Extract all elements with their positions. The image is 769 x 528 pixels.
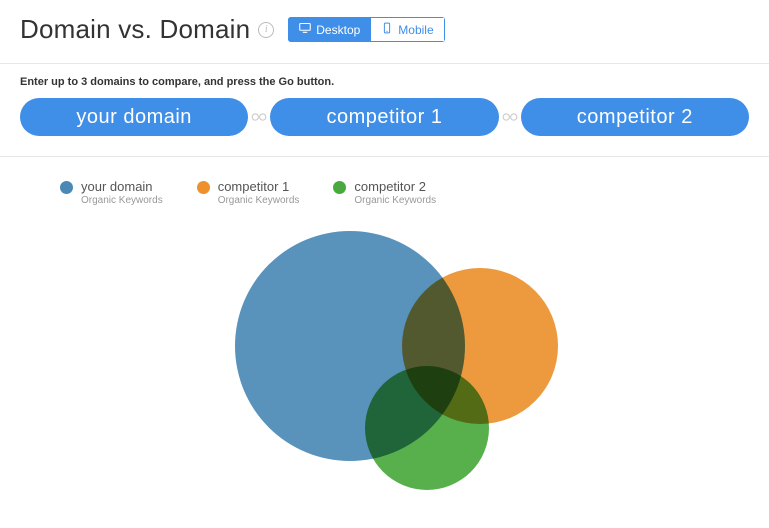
legend-label: competitor 2 [354, 179, 436, 194]
desktop-toggle-label: Desktop [316, 23, 360, 37]
mobile-icon [381, 22, 393, 37]
info-icon[interactable]: i [258, 22, 274, 38]
legend-dot-icon [60, 181, 73, 194]
chain-link-icon [248, 111, 270, 123]
venn-circle-competitor-2 [365, 366, 489, 490]
legend-dot-icon [333, 181, 346, 194]
venn-legend: your domain Organic Keywords competitor … [0, 157, 769, 206]
legend-dot-icon [197, 181, 210, 194]
venn-diagram [0, 206, 769, 506]
domain-input-1-label: your domain [76, 106, 192, 129]
domain-input-3-label: competitor 2 [577, 106, 693, 129]
desktop-toggle-button[interactable]: Desktop [288, 17, 371, 42]
domain-input-1[interactable]: your domain [20, 98, 248, 136]
legend-label: your domain [81, 179, 163, 194]
legend-item: competitor 1 Organic Keywords [197, 179, 300, 206]
desktop-icon [299, 22, 311, 37]
domain-input-2-label: competitor 1 [326, 106, 442, 129]
legend-item: your domain Organic Keywords [60, 179, 163, 206]
legend-item: competitor 2 Organic Keywords [333, 179, 436, 206]
domain-inputs-row: your domain competitor 1 competitor 2 [0, 98, 769, 157]
page-title: Domain vs. Domain [20, 14, 250, 45]
venn-svg [175, 206, 595, 506]
mobile-toggle-label: Mobile [398, 23, 433, 37]
device-toggle: Desktop Mobile [288, 17, 444, 42]
legend-sublabel: Organic Keywords [354, 195, 436, 206]
domain-input-2[interactable]: competitor 1 [270, 98, 498, 136]
legend-sublabel: Organic Keywords [218, 195, 300, 206]
domain-input-3[interactable]: competitor 2 [521, 98, 749, 136]
mobile-toggle-button[interactable]: Mobile [371, 17, 444, 42]
instruction-text: Enter up to 3 domains to compare, and pr… [0, 64, 769, 98]
legend-label: competitor 1 [218, 179, 300, 194]
chain-link-icon [499, 111, 521, 123]
header: Domain vs. Domain i Desktop Mobile [0, 0, 769, 64]
legend-sublabel: Organic Keywords [81, 195, 163, 206]
